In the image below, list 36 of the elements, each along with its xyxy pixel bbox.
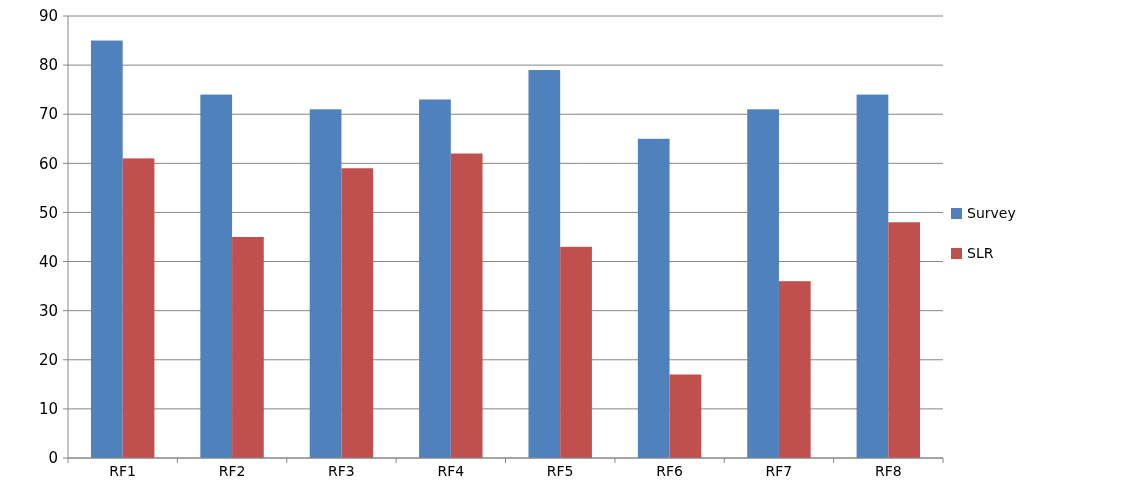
bar	[747, 109, 779, 458]
y-tick-label: 80	[38, 56, 58, 75]
bar	[560, 246, 592, 458]
y-tick-label: 0	[48, 449, 58, 468]
x-tick-label: RF4	[437, 463, 465, 480]
bar	[309, 109, 342, 458]
bar	[528, 70, 561, 458]
y-tick-label: 50	[38, 203, 58, 222]
x-tick-label: RF6	[656, 463, 683, 480]
bar	[341, 168, 374, 458]
y-tick-label: 30	[38, 301, 58, 320]
bar	[856, 94, 889, 458]
y-tick-label: 40	[38, 252, 58, 271]
legend-label: Survey	[967, 204, 1016, 221]
bar	[200, 94, 233, 458]
x-tick-label: RF3	[328, 463, 355, 480]
bar	[888, 222, 921, 458]
bar	[637, 138, 670, 458]
bar	[122, 158, 155, 458]
y-tick-label: 90	[38, 7, 58, 26]
legend-label: SLR	[967, 244, 994, 261]
y-tick-label: 20	[38, 351, 58, 370]
bar	[419, 99, 451, 458]
x-tick-label: RF8	[874, 463, 902, 480]
y-tick-label: 60	[38, 154, 58, 173]
y-tick-label: 10	[38, 400, 58, 419]
bar	[778, 281, 811, 458]
x-tick-label: RF2	[218, 463, 246, 480]
bar	[232, 237, 264, 458]
y-tick-label: 70	[38, 105, 58, 124]
x-tick-label: RF7	[765, 463, 793, 480]
x-tick-label: RF1	[109, 463, 137, 480]
bar	[450, 153, 483, 458]
bar	[669, 374, 702, 458]
bar	[90, 40, 123, 458]
x-tick-label: RF5	[546, 463, 574, 480]
